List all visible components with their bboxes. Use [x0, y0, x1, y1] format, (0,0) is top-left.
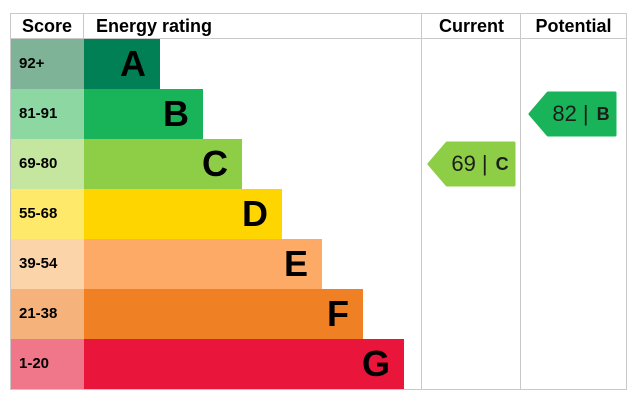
band-row: 1-20 G [11, 339, 626, 389]
band-bar: G [84, 339, 404, 389]
band-score-cell: 1-20 [11, 339, 84, 389]
band-score-cell: 81-91 [11, 89, 84, 139]
current-rating-text: 69 | C [443, 141, 517, 187]
band-letter: D [242, 193, 268, 234]
left-pointing-arrow-icon [528, 91, 617, 137]
band-score-cell: 69-80 [11, 139, 84, 189]
band-score-cell: 21-38 [11, 289, 84, 339]
potential-rating-text: 82 | B [544, 91, 618, 137]
band-row: 92+ A [11, 39, 626, 89]
rating-bands: 92+ A 81-91 B 69-80 C 55-68 D 39-54 E 21… [11, 39, 626, 389]
potential-separator: | [582, 101, 589, 126]
score-column-header: Score [11, 14, 84, 38]
current-band-letter: C [495, 153, 509, 174]
band-row: 81-91 B [11, 89, 626, 139]
band-bar: F [84, 289, 363, 339]
left-pointing-arrow-icon [427, 141, 516, 187]
current-rating-arrow: 69 | C [427, 141, 517, 187]
band-row: 69-80 C [11, 139, 626, 189]
current-column-divider [421, 14, 422, 389]
band-score-cell: 39-54 [11, 239, 84, 289]
band-row: 55-68 D [11, 189, 626, 239]
current-score-value: 69 [451, 151, 476, 176]
band-letter: G [361, 343, 390, 384]
potential-score-value: 82 [552, 101, 577, 126]
band-score-cell: 55-68 [11, 189, 84, 239]
energy-rating-column-header: Energy rating [96, 16, 213, 36]
band-letter: A [120, 43, 146, 84]
epc-table: Score Energy rating Current Potential 92… [10, 13, 627, 390]
band-bar: C [84, 139, 242, 189]
band-letter: E [283, 243, 308, 284]
potential-rating-arrow: 82 | B [528, 91, 618, 137]
current-separator: | [481, 151, 488, 176]
band-letter: C [202, 143, 228, 184]
potential-band-letter: B [596, 103, 610, 124]
band-bar: A [84, 39, 160, 89]
band-row: 39-54 E [11, 239, 626, 289]
current-column-header: Current [438, 16, 504, 36]
band-letter: B [163, 93, 189, 134]
table-header: Score Energy rating Current Potential [11, 14, 626, 39]
band-score-cell: 92+ [11, 39, 84, 89]
band-bar: E [84, 239, 322, 289]
band-letter: F [327, 293, 349, 334]
band-row: 21-38 F [11, 289, 626, 339]
band-bar: B [84, 89, 203, 139]
potential-column-header: Potential [535, 16, 612, 36]
band-bar: D [84, 189, 282, 239]
potential-column-divider [520, 14, 521, 389]
